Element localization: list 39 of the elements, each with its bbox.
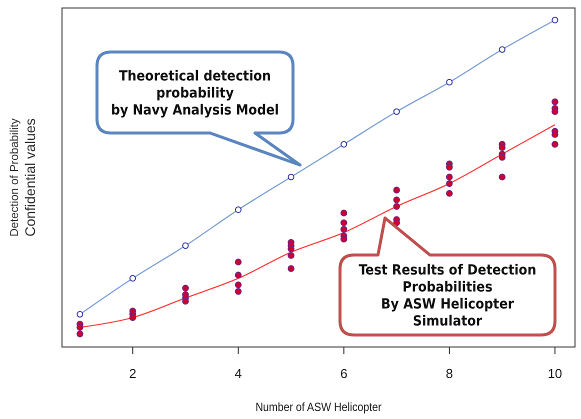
- point: [446, 174, 453, 180]
- point: [498, 154, 506, 161]
- point: [234, 288, 242, 295]
- point: [288, 265, 294, 272]
- point: [446, 190, 453, 197]
- x-tick-label: 6: [340, 366, 348, 381]
- point: [446, 164, 453, 171]
- point: [498, 144, 506, 151]
- point: [446, 180, 453, 187]
- point: [182, 284, 189, 292]
- point: [552, 140, 558, 148]
- point: [234, 281, 242, 288]
- point: [498, 174, 506, 180]
- point: [182, 298, 189, 305]
- x-tick-label: 4: [234, 366, 242, 381]
- annotation: Theoretical detection probability by Navy Analysis Model: [111, 68, 279, 118]
- x-tick-label: 8: [446, 366, 454, 381]
- point: [288, 246, 294, 252]
- point: [288, 252, 294, 259]
- point: [393, 203, 400, 210]
- x-axis-title: Number of ASW Helicopter: [255, 401, 382, 414]
- point: [234, 258, 242, 266]
- point: [340, 226, 348, 233]
- point: [552, 131, 558, 138]
- x-tick-label: 10: [548, 366, 562, 381]
- point: [340, 236, 348, 243]
- point: [393, 186, 400, 194]
- point: [76, 330, 84, 338]
- y-axis-title: Detection of Probability Confidential values: [9, 118, 38, 237]
- point: [393, 196, 400, 204]
- point: [340, 219, 348, 226]
- point: [552, 98, 558, 106]
- point: [76, 324, 84, 331]
- point: [340, 210, 348, 216]
- point: [234, 272, 242, 278]
- point: [129, 314, 136, 321]
- annotation: Test Results of Detection Probabilities By ASW Helicopter Simulator: [358, 262, 536, 330]
- x-tick-label: 2: [129, 366, 136, 381]
- point: [552, 108, 558, 116]
